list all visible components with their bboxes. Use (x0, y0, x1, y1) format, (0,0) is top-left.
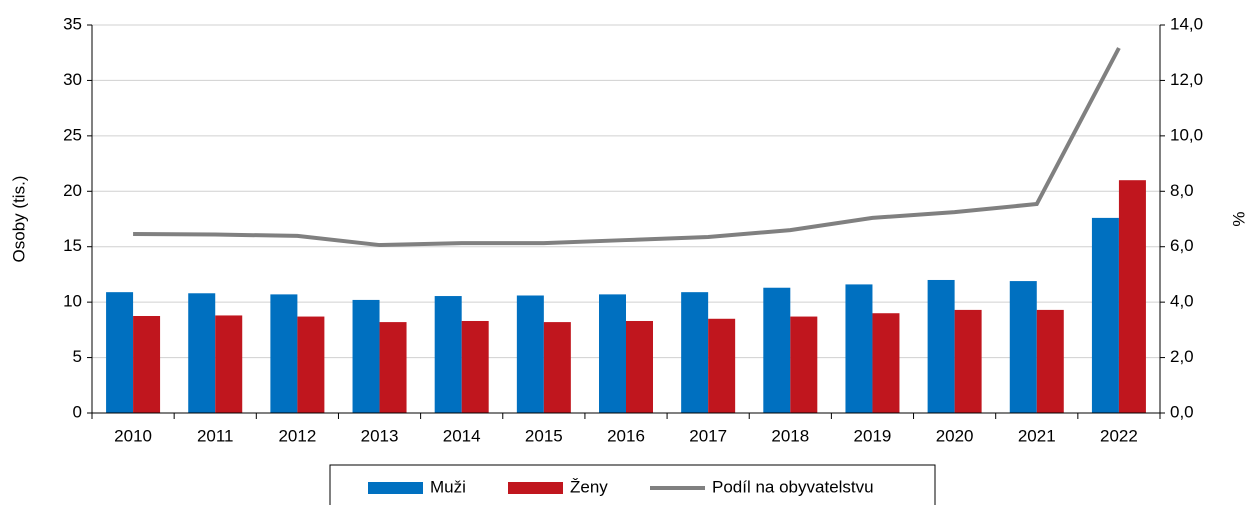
bar (872, 313, 900, 413)
y2-tick-label: 6,0 (1170, 236, 1194, 255)
bar (133, 316, 161, 413)
bar (215, 315, 243, 413)
y2-tick-label: 14,0 (1170, 14, 1203, 33)
y2-tick-label: 0,0 (1170, 402, 1194, 421)
bar (270, 294, 298, 413)
bar (599, 294, 626, 413)
y-tick-label: 15 (63, 236, 82, 255)
legend-label: Ženy (570, 477, 608, 496)
y2-tick-label: 10,0 (1170, 125, 1203, 144)
x-tick-label: 2011 (197, 426, 234, 445)
y-tick-label: 5 (73, 347, 82, 366)
y-tick-label: 25 (63, 125, 82, 144)
y-axis-label: Osoby (tis.) (9, 176, 28, 263)
bar (1091, 217, 1119, 413)
legend-swatch (368, 482, 423, 494)
bar (790, 316, 818, 413)
y-tick-label: 20 (63, 181, 82, 200)
bar (379, 322, 407, 413)
x-tick-label: 2022 (1100, 426, 1138, 445)
y-tick-label: 30 (63, 70, 82, 89)
bar (626, 320, 653, 413)
x-tick-label: 2013 (361, 426, 399, 445)
x-tick-label: 2017 (689, 426, 727, 445)
bar (461, 320, 489, 413)
bar (763, 287, 791, 413)
y2-tick-label: 8,0 (1170, 181, 1194, 200)
x-tick-label: 2012 (278, 426, 316, 445)
bar (543, 322, 571, 413)
x-tick-label: 2014 (443, 426, 481, 445)
bar (845, 284, 873, 413)
x-tick-label: 2010 (114, 426, 152, 445)
bar (188, 293, 216, 413)
y-tick-label: 10 (63, 292, 82, 311)
y2-tick-label: 4,0 (1170, 292, 1194, 311)
x-tick-label: 2020 (936, 426, 974, 445)
x-tick-label: 2021 (1018, 426, 1056, 445)
y2-tick-label: 12,0 (1170, 70, 1203, 89)
legend-label: Podíl na obyvatelstvu (712, 477, 874, 496)
bar (1036, 309, 1064, 413)
bar (1009, 281, 1037, 413)
y-tick-label: 35 (63, 14, 82, 33)
line-series (133, 47, 1121, 248)
bar (352, 299, 380, 413)
x-tick-label: 2019 (854, 426, 892, 445)
bar (927, 279, 955, 413)
x-tick-label: 2018 (771, 426, 809, 445)
bar (708, 318, 736, 413)
bar (954, 309, 982, 413)
y-tick-label: 0 (73, 402, 82, 421)
bar (1118, 180, 1146, 413)
bar (516, 295, 544, 413)
legend-swatch (508, 482, 563, 494)
x-tick-label: 2016 (607, 426, 645, 445)
legend-label: Muži (430, 477, 466, 496)
y2-axis-label: % (1229, 211, 1248, 226)
bar (434, 296, 462, 413)
bar (297, 316, 325, 413)
bar (106, 292, 134, 413)
x-tick-label: 2015 (525, 426, 563, 445)
legend-box (329, 464, 936, 505)
bar (681, 292, 709, 413)
y2-tick-label: 2,0 (1170, 347, 1194, 366)
